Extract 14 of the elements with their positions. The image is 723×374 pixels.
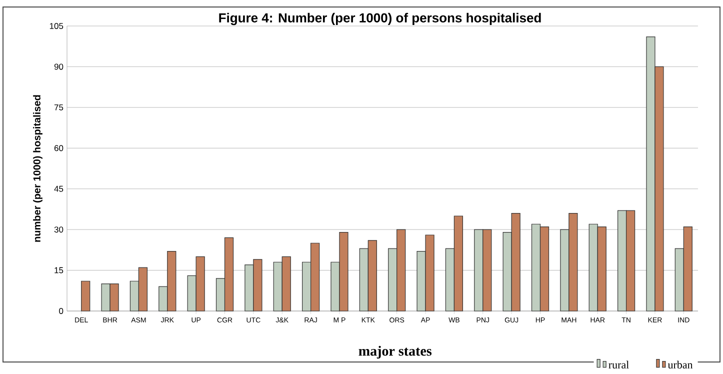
y-tick-label: 60 [54,145,64,152]
legend-label: urban [668,360,693,369]
x-axis-title: major states [358,346,432,359]
y-tick-label: 30 [54,226,64,233]
chart-title: Figure 4: Number (per 1000) of persons hospitalised [219,12,541,26]
y-tick-label: 15 [54,267,64,274]
y-tick-label: 75 [54,104,64,110]
y-tick-label: 45 [54,186,64,192]
bar [81,280,90,312]
y-axis-title: number (per 1000) hospitalised [33,95,42,242]
y-tick-label: 90 [54,64,64,70]
y-tick-label: 0 [59,308,64,314]
y-tick-label: 105 [50,23,64,30]
legend-label: rural [608,360,629,369]
